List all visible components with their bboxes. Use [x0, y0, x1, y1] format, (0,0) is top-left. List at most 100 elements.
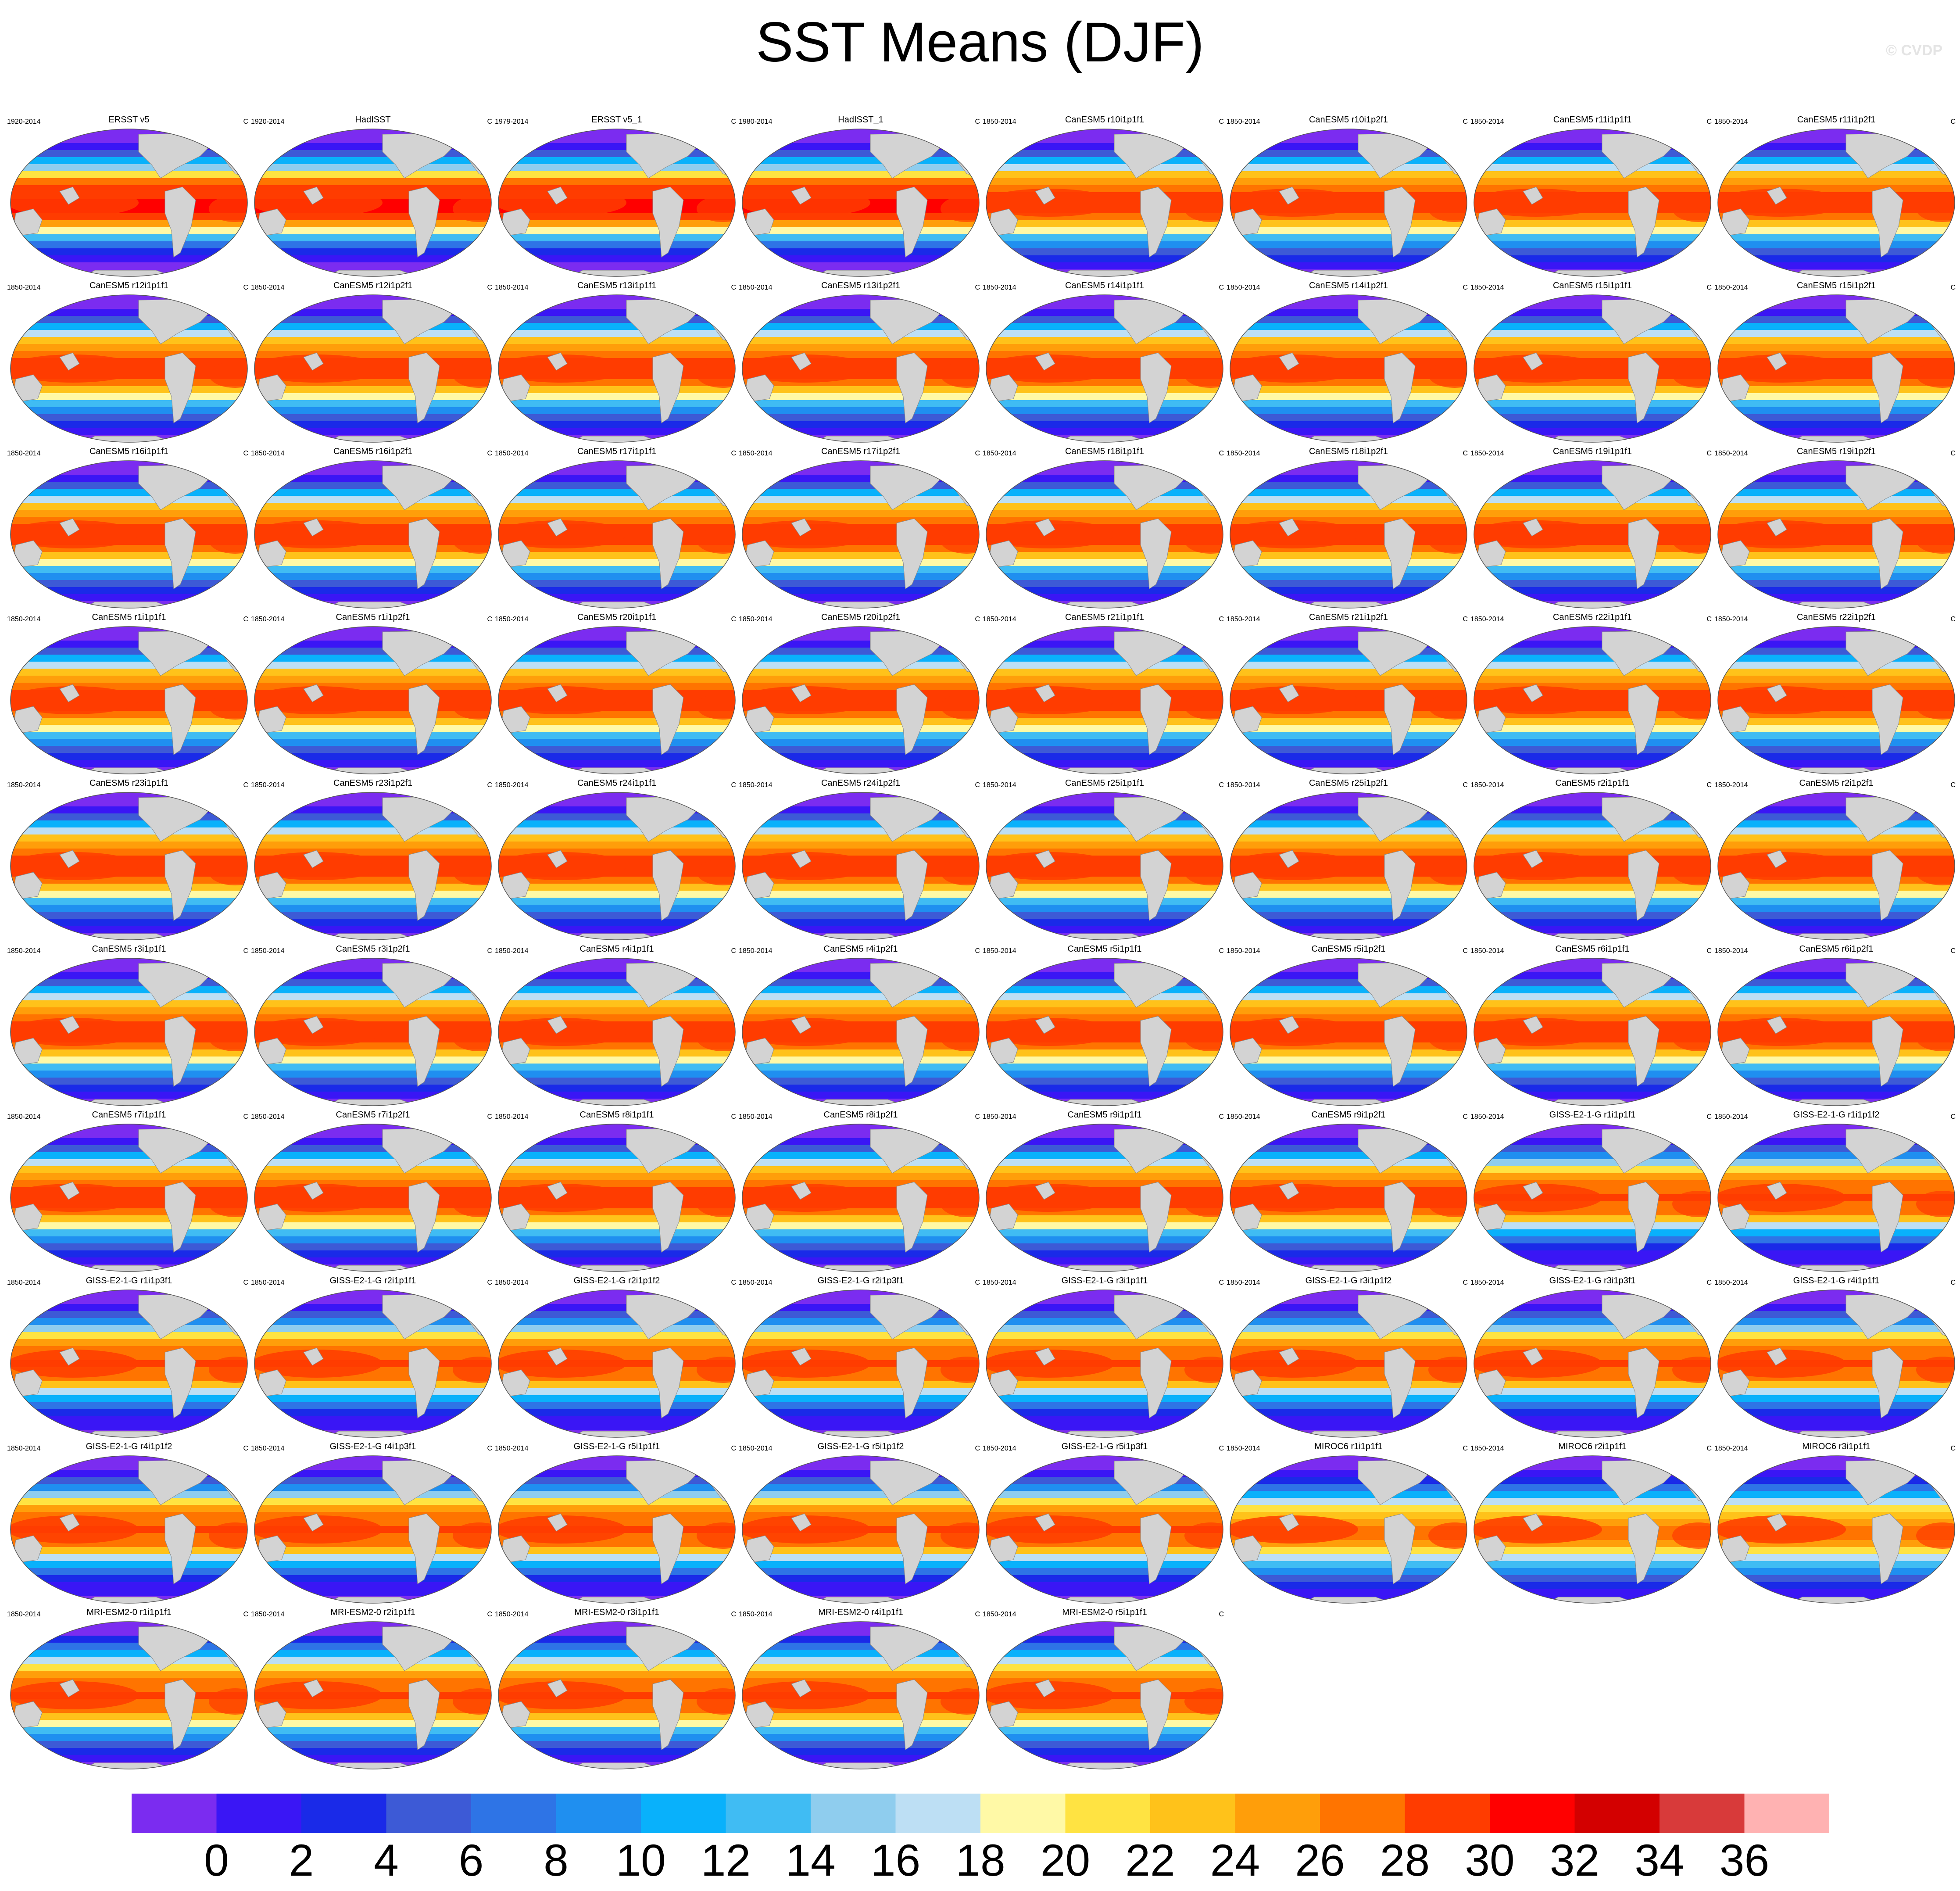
sst-map: [254, 626, 492, 774]
map-panel: 1850-2014 CanESM5 r15i1p1f1 C: [1470, 281, 1714, 448]
colorbar-swatch: [471, 1794, 556, 1833]
sst-map: [742, 626, 980, 774]
map-panel: 1850-2014 CanESM5 r7i1p2f1 C: [251, 1110, 495, 1277]
panel-units: C: [975, 450, 980, 457]
panel-title: GISS-E2-1-G r1i1p1f2: [1793, 1110, 1880, 1120]
map-panel: 1850-2014 GISS-E2-1-G r1i1p1f2 C: [1714, 1110, 1958, 1277]
map-panel: 1850-2014 GISS-E2-1-G r3i1p1f2 C: [1227, 1276, 1470, 1443]
sst-map: [742, 1621, 980, 1769]
panel-title: GISS-E2-1-G r5i1p1f2: [817, 1442, 904, 1451]
panel-date-range: 1850-2014: [251, 284, 285, 291]
panel-title: MRI-ESM2-0 r2i1p1f1: [330, 1608, 415, 1617]
panel-date-range: 1850-2014: [739, 1611, 773, 1618]
sst-map: [742, 1124, 980, 1272]
panel-units: C: [487, 1113, 492, 1121]
panel-units: C: [243, 1279, 248, 1286]
panel-title: GISS-E2-1-G r2i1p1f2: [573, 1276, 660, 1286]
map-panel: 1850-2014 MIROC6 r3i1p1f1 C: [1714, 1442, 1958, 1609]
map-panel: 1850-2014 GISS-E2-1-G r4i1p1f2 C: [7, 1442, 251, 1609]
colorbar-label: 12: [701, 1835, 751, 1885]
panel-units: C: [1950, 118, 1956, 125]
colorbar-label: 6: [458, 1835, 484, 1885]
map-panel: 1850-2014 CanESM5 r24i1p2f1 C: [739, 778, 983, 946]
panel-units: C: [731, 1113, 736, 1121]
panel-title: CanESM5 r9i1p2f1: [1311, 1110, 1386, 1120]
panel-units: C: [975, 616, 980, 623]
sst-map: [498, 1455, 736, 1604]
map-panel: 1850-2014 CanESM5 r12i1p1f1 C: [7, 281, 251, 448]
sst-map: [254, 1455, 492, 1604]
sst-map: [254, 958, 492, 1106]
sst-map: [1717, 1124, 1955, 1272]
panel-units: C: [1950, 284, 1956, 291]
sst-map: [742, 129, 980, 277]
panel-units: C: [487, 1445, 492, 1452]
panel-date-range: 1850-2014: [983, 1113, 1016, 1121]
panel-date-range: 1850-2014: [1714, 1445, 1748, 1452]
map-panel: 1850-2014 CanESM5 r17i1p2f1 C: [739, 447, 983, 614]
map-panel: 1850-2014 CanESM5 r2i1p2f1 C: [1714, 778, 1958, 946]
panel-title: CanESM5 r12i1p2f1: [333, 281, 413, 290]
panel-units: C: [487, 450, 492, 457]
colorbar-label: 22: [1125, 1835, 1175, 1885]
panel-date-range: 1850-2014: [983, 947, 1016, 955]
map-panel: 1850-2014 GISS-E2-1-G r3i1p3f1 C: [1470, 1276, 1714, 1443]
panel-date-range: 1850-2014: [1714, 450, 1748, 457]
map-panel: 1850-2014 CanESM5 r22i1p1f1 C: [1470, 612, 1714, 780]
sst-map: [498, 1621, 736, 1769]
panel-title: CanESM5 r22i1p2f1: [1796, 612, 1876, 622]
panel-date-range: 1850-2014: [983, 118, 1016, 125]
panel-units: C: [1219, 947, 1224, 955]
panel-date-range: 1850-2014: [1470, 616, 1504, 623]
sst-map: [1474, 1455, 1711, 1604]
sst-map: [1474, 626, 1711, 774]
panel-date-range: 1850-2014: [1227, 616, 1260, 623]
panel-units: C: [1706, 781, 1712, 789]
map-panel: 1850-2014 CanESM5 r14i1p2f1 C: [1227, 281, 1470, 448]
map-panel: 1850-2014 CanESM5 r4i1p1f1 C: [495, 944, 739, 1111]
panel-units: C: [1463, 450, 1468, 457]
map-panel: 1850-2014 CanESM5 r8i1p1f1 C: [495, 1110, 739, 1277]
panel-date-range: 1980-2014: [739, 118, 773, 125]
sst-map: [1717, 129, 1955, 277]
panel-units: C: [731, 947, 736, 955]
panel-title: MRI-ESM2-0 r5i1p1f1: [1062, 1608, 1147, 1617]
panel-title: GISS-E2-1-G r5i1p3f1: [1061, 1442, 1148, 1451]
panel-date-range: 1850-2014: [1227, 1279, 1260, 1286]
colorbar-label: 4: [374, 1835, 399, 1885]
sst-map: [742, 958, 980, 1106]
panel-units: C: [975, 118, 980, 125]
panel-units: C: [1706, 450, 1712, 457]
panel-date-range: 1850-2014: [251, 781, 285, 789]
panel-title: CanESM5 r15i1p2f1: [1796, 281, 1876, 290]
panel-units: C: [487, 947, 492, 955]
colorbar-swatch: [1320, 1794, 1405, 1833]
panel-title: CanESM5 r7i1p1f1: [92, 1110, 166, 1120]
panel-units: C: [975, 781, 980, 789]
panel-title: CanESM5 r16i1p1f1: [89, 447, 169, 456]
panel-date-range: 1850-2014: [1227, 450, 1260, 457]
panel-units: C: [1463, 781, 1468, 789]
panel-units: C: [975, 1113, 980, 1121]
panel-date-range: 1850-2014: [1714, 118, 1748, 125]
sst-map: [742, 792, 980, 940]
panel-title: CanESM5 r21i1p1f1: [1065, 612, 1145, 622]
panel-date-range: 1850-2014: [7, 450, 41, 457]
map-panel: 1850-2014 CanESM5 r7i1p1f1 C: [7, 1110, 251, 1277]
map-panel: 1850-2014 CanESM5 r13i1p1f1 C: [495, 281, 739, 448]
panel-units: C: [731, 118, 736, 125]
panel-date-range: 1850-2014: [739, 616, 773, 623]
sst-map: [254, 460, 492, 609]
map-panel: 1850-2014 CanESM5 r5i1p1f1 C: [983, 944, 1227, 1111]
panel-date-range: 1850-2014: [983, 1279, 1016, 1286]
panel-date-range: 1850-2014: [7, 284, 41, 291]
map-panel: 1850-2014 CanESM5 r22i1p2f1 C: [1714, 612, 1958, 780]
colorbar-swatch: [726, 1794, 811, 1833]
panel-title: CanESM5 r14i1p1f1: [1065, 281, 1145, 290]
panel-title: CanESM5 r8i1p2f1: [823, 1110, 898, 1120]
colorbar-label: 34: [1635, 1835, 1685, 1885]
sst-map: [1230, 1289, 1467, 1438]
panel-units: C: [487, 1279, 492, 1286]
sst-map: [1230, 958, 1467, 1106]
colorbar-swatch: [1574, 1794, 1660, 1833]
